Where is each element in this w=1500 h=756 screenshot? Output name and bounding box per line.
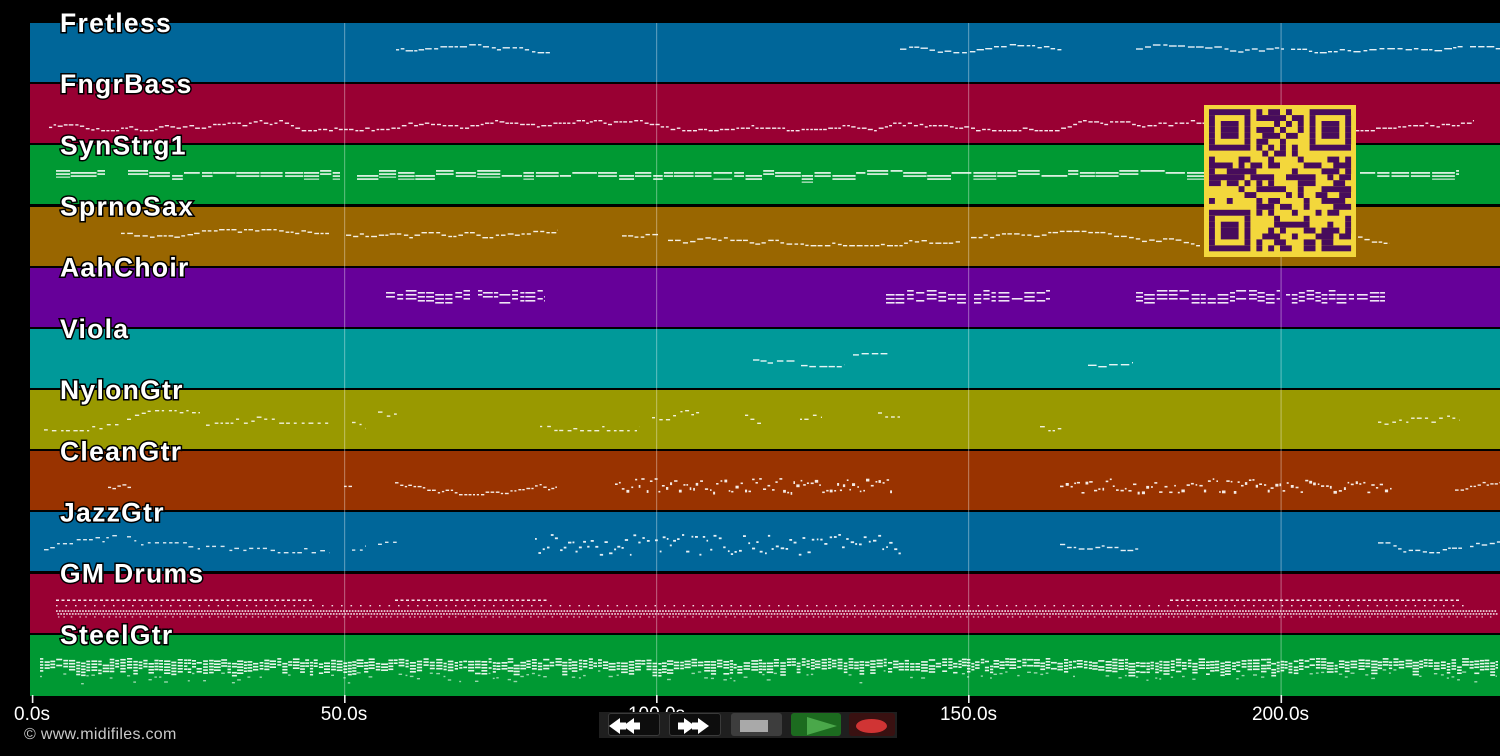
svg-text:JazzGtr: JazzGtr	[60, 497, 165, 527]
svg-text:GM Drums: GM Drums	[60, 559, 204, 589]
svg-text:SteelGtr: SteelGtr	[60, 620, 174, 650]
svg-text:SynStrg1: SynStrg1	[60, 130, 187, 160]
svg-text:Fretless: Fretless	[60, 8, 172, 38]
svg-text:SprnoSax: SprnoSax	[60, 192, 194, 222]
svg-text:AahChoir: AahChoir	[60, 253, 190, 283]
svg-text:CleanGtr: CleanGtr	[60, 436, 182, 466]
svg-text:Viola: Viola	[60, 314, 129, 344]
svg-text:FngrBass: FngrBass	[60, 69, 193, 99]
svg-text:NylonGtr: NylonGtr	[60, 375, 184, 405]
